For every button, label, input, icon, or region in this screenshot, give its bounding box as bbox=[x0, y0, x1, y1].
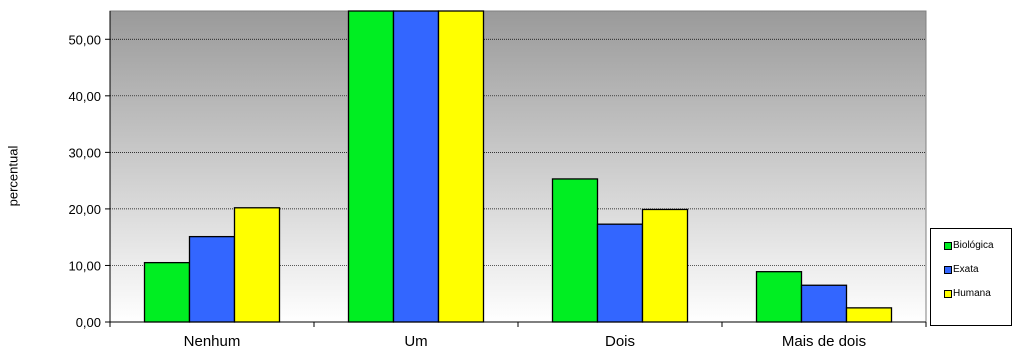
y-axis-label: percentual bbox=[5, 145, 21, 207]
legend-swatch bbox=[944, 242, 952, 250]
x-axis: Nenhum Um Dois Mais de dois bbox=[109, 321, 927, 350]
x-tick-label: Nenhum bbox=[184, 333, 241, 350]
legend-label: Exata bbox=[953, 264, 979, 275]
y-axis-ticks: 0,00 10,00 20,00 30,00 40,00 50,00 bbox=[68, 11, 111, 330]
bar-mais-de-dois-0 bbox=[755, 271, 803, 323]
y-tick-label: 50,00 bbox=[68, 32, 101, 47]
x-tick-label: Mais de dois bbox=[782, 333, 866, 350]
bar-dois-0 bbox=[551, 178, 599, 323]
bar-dois-2 bbox=[641, 208, 689, 323]
legend: Biológica Exata Humana bbox=[930, 228, 1012, 326]
legend-label: Humana bbox=[953, 288, 991, 299]
legend-label: Biológica bbox=[953, 240, 994, 251]
y-tick-label: 20,00 bbox=[68, 202, 101, 217]
y-tick-label: 40,00 bbox=[68, 89, 101, 104]
bar-nenhum-0 bbox=[143, 261, 191, 323]
bar-nenhum-2 bbox=[233, 207, 281, 323]
legend-swatch bbox=[944, 290, 952, 298]
bar-nenhum-1 bbox=[188, 235, 236, 323]
bar-um-0 bbox=[347, 10, 395, 323]
y-tick-label: 30,00 bbox=[68, 145, 101, 160]
bar-dois-1 bbox=[596, 223, 644, 323]
bar-um-1 bbox=[392, 10, 440, 323]
bar-mais-de-dois-2 bbox=[845, 307, 893, 323]
y-tick-label: 10,00 bbox=[68, 258, 101, 273]
bar-um-2 bbox=[437, 10, 485, 323]
legend-item: Humana bbox=[944, 288, 991, 300]
bar-mais-de-dois-1 bbox=[800, 284, 848, 323]
x-tick-label: Dois bbox=[605, 333, 635, 350]
legend-item: Exata bbox=[944, 264, 979, 276]
y-tick-label: 0,00 bbox=[76, 315, 101, 330]
legend-item: Biológica bbox=[944, 240, 994, 252]
legend-swatch bbox=[944, 266, 952, 274]
x-tick-label: Um bbox=[404, 333, 427, 350]
